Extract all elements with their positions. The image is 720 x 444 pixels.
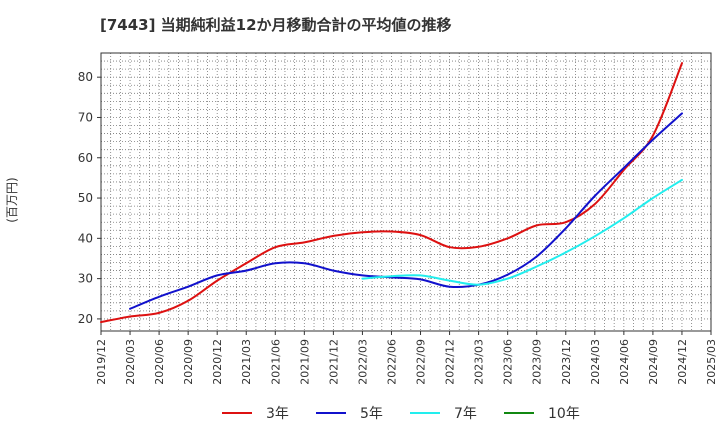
x-tick-label: 2023/03 — [473, 339, 486, 385]
x-tick-label: 2022/09 — [415, 339, 428, 385]
plot-area-border — [100, 52, 712, 332]
x-tick-label: 2021/09 — [298, 339, 311, 385]
x-tick-label: 2025/03 — [705, 339, 718, 385]
x-tick-label: 2022/12 — [444, 339, 457, 385]
x-tick-label: 2023/12 — [560, 339, 573, 385]
x-tick-label: 2022/03 — [356, 339, 369, 385]
series-line-3 — [361, 178, 683, 286]
x-tick-label: 2020/03 — [124, 339, 137, 385]
legend-label-1: 3年 — [266, 406, 289, 422]
x-tick-label: 2024/06 — [618, 339, 631, 385]
x-tick-label: 2020/06 — [153, 339, 166, 385]
legend: 3年 5年 7年 10年 — [222, 406, 580, 422]
y-tick-label: 70 — [78, 110, 93, 124]
y-tick-label: 60 — [78, 151, 93, 165]
axes: 20 30 40 50 60 70 80 2019/12 2020/03 2020/06 2020/… — [78, 52, 718, 385]
y-tick-label: 20 — [78, 312, 93, 326]
y-tick-label: 50 — [78, 191, 93, 205]
series-line-2 — [129, 112, 683, 310]
x-tick-label: 2024/03 — [589, 339, 602, 385]
legend-label-4: 10年 — [548, 406, 580, 422]
x-tick-label: 2021/12 — [327, 339, 340, 385]
x-tick-label: 2019/12 — [95, 339, 108, 385]
x-tick-label: 2020/12 — [211, 339, 224, 385]
y-tick-label: 30 — [78, 272, 93, 286]
y-tick-label: 80 — [78, 70, 93, 84]
legend-label-2: 5年 — [360, 406, 383, 422]
series-line-1 — [100, 62, 683, 324]
legend-label-3: 7年 — [454, 406, 477, 422]
x-tick-label: 2021/06 — [269, 339, 282, 385]
y-axis-label: (百万円) — [5, 177, 19, 222]
grid — [100, 53, 712, 331]
x-tick-label: 2022/06 — [385, 339, 398, 385]
series-group — [100, 62, 683, 324]
y-tick-label: 40 — [78, 231, 93, 245]
chart-title: [7443] 当期純利益12か月移動合計の平均値の推移 — [100, 16, 452, 34]
x-tick-label: 2020/09 — [182, 339, 195, 385]
x-tick-label: 2024/12 — [676, 339, 689, 385]
x-tick-label: 2024/09 — [647, 339, 660, 385]
x-tick-label: 2021/03 — [240, 339, 253, 385]
x-tick-label: 2023/09 — [531, 339, 544, 385]
x-tick-label: 2023/06 — [502, 339, 515, 385]
